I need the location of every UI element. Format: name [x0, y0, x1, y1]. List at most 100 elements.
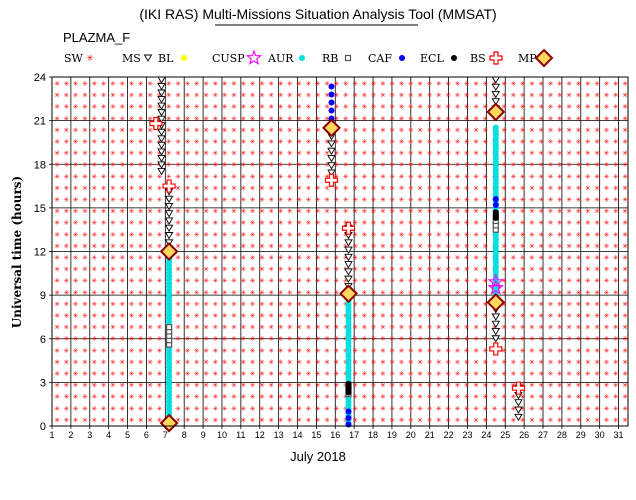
sw-marker: ✳: [585, 150, 591, 158]
sw-marker: ✳: [436, 231, 442, 239]
legend-label-bl: BL: [158, 52, 174, 65]
sw-marker: ✳: [473, 277, 479, 285]
sw-marker: ✳: [454, 219, 460, 227]
sw-marker: ✳: [73, 405, 79, 413]
sw-marker: ✳: [194, 324, 200, 332]
sw-marker: ✳: [501, 196, 507, 204]
sw-marker: ✳: [194, 416, 200, 424]
sw-marker: ✳: [250, 254, 256, 262]
data-point-rb: [165, 324, 173, 331]
sw-marker: ✳: [129, 289, 135, 297]
sw-marker: ✳: [268, 335, 274, 343]
sw-marker: ✳: [175, 358, 181, 366]
sw-marker: ✳: [194, 289, 200, 297]
sw-marker: ✳: [268, 161, 274, 169]
sw-marker: ✳: [119, 324, 125, 332]
sw-marker: ✳: [315, 393, 321, 401]
sw-marker: ✳: [417, 347, 423, 355]
sw-marker: ✳: [129, 231, 135, 239]
sw-marker: ✳: [548, 231, 554, 239]
sw-marker: ✳: [603, 393, 609, 401]
sw-marker: ✳: [203, 242, 209, 250]
sw-marker: ✳: [82, 393, 88, 401]
sw-marker: ✳: [352, 80, 358, 88]
sw-marker: ✳: [91, 161, 97, 169]
sw-marker: ✳: [250, 393, 256, 401]
sw-marker: ✳: [445, 289, 451, 297]
sw-marker: ✳: [510, 92, 516, 100]
sw-marker: ✳: [333, 242, 339, 250]
sw-marker: ✳: [268, 358, 274, 366]
sw-marker: ✳: [91, 196, 97, 204]
sw-marker: ✳: [324, 231, 330, 239]
sw-marker: ✳: [557, 382, 563, 390]
sw-marker: ✳: [408, 115, 414, 123]
sw-marker: ✳: [82, 208, 88, 216]
sw-marker: ✳: [557, 405, 563, 413]
sw-marker: ✳: [296, 266, 302, 274]
sw-marker: ✳: [417, 208, 423, 216]
sw-marker: ✳: [575, 173, 581, 181]
sw-marker: ✳: [557, 138, 563, 146]
data-point-mp: [486, 102, 506, 122]
sw-marker: ✳: [333, 382, 339, 390]
sw-marker: ✳: [622, 115, 628, 123]
sw-marker: ✳: [110, 277, 116, 285]
sw-marker: ✳: [352, 358, 358, 366]
sw-marker: ✳: [268, 92, 274, 100]
sw-marker: ✳: [454, 405, 460, 413]
sw-marker: ✳: [222, 161, 228, 169]
sw-marker: ✳: [240, 289, 246, 297]
sw-marker: ✳: [520, 393, 526, 401]
sw-marker: ✳: [352, 405, 358, 413]
sw-marker: ✳: [147, 382, 153, 390]
sw-marker: ✳: [194, 254, 200, 262]
sw-marker: ✳: [548, 277, 554, 285]
sw-marker: ✳: [575, 126, 581, 134]
sw-marker: ✳: [54, 115, 60, 123]
data-point-ms: [491, 328, 501, 336]
x-tick-label: 4: [106, 430, 111, 440]
sw-marker: ✳: [82, 173, 88, 181]
sw-marker: ✳: [389, 115, 395, 123]
sw-marker: ✳: [399, 312, 405, 320]
sw-marker: ✳: [278, 277, 284, 285]
sw-marker: ✳: [129, 126, 135, 134]
sw-marker: ✳: [594, 219, 600, 227]
sw-marker: ✳: [278, 219, 284, 227]
sw-marker: ✳: [138, 405, 144, 413]
sw-marker: ✳: [436, 208, 442, 216]
sw-marker: ✳: [212, 231, 218, 239]
sw-marker: ✳: [594, 416, 600, 424]
sw-marker: ✳: [566, 80, 572, 88]
sw-marker: ✳: [268, 126, 274, 134]
sw-marker: ✳: [501, 115, 507, 123]
sw-marker: ✳: [613, 312, 619, 320]
sw-marker: ✳: [240, 208, 246, 216]
sw-marker: ✳: [548, 266, 554, 274]
sw-marker: ✳: [343, 173, 349, 181]
sw-marker: ✳: [222, 393, 228, 401]
legend: SW ✳ MS BL CUSP AUR RB CAF ECL BS MP: [64, 48, 554, 68]
sw-marker: ✳: [399, 289, 405, 297]
sw-marker: ✳: [54, 312, 60, 320]
data-marks: [149, 76, 526, 433]
sw-marker: ✳: [305, 266, 311, 274]
data-point-ms: [327, 140, 336, 148]
sw-marker: ✳: [352, 393, 358, 401]
sw-marker: ✳: [222, 115, 228, 123]
sw-marker: ✳: [287, 300, 293, 308]
sw-marker: ✳: [250, 173, 256, 181]
sw-marker: ✳: [417, 370, 423, 378]
sw-marker: ✳: [324, 289, 330, 297]
sw-marker: ✳: [73, 80, 79, 88]
sw-marker: ✳: [520, 150, 526, 158]
sw-marker: ✳: [119, 289, 125, 297]
sw-marker: ✳: [315, 242, 321, 250]
sw-marker: ✳: [240, 312, 246, 320]
legend-label-ms: MS: [122, 52, 141, 65]
legend-marker-caf: [399, 55, 405, 61]
sw-marker: ✳: [194, 370, 200, 378]
sw-marker: ✳: [529, 382, 535, 390]
sw-marker: ✳: [54, 196, 60, 204]
